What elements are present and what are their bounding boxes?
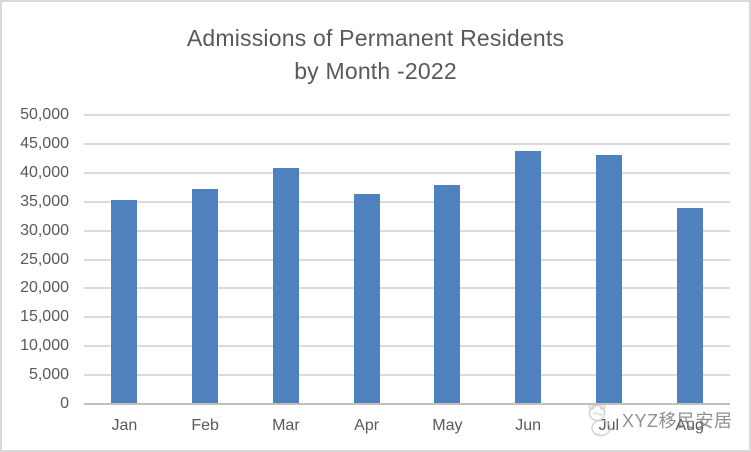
bar-jul bbox=[595, 154, 622, 404]
watermark-text: XYZ移民安居 bbox=[622, 411, 733, 431]
watermark: XYZ移民安居 bbox=[585, 402, 733, 438]
y-tick-label: 50,000 bbox=[20, 106, 69, 123]
chart-title: Admissions of Permanent Residents by Mon… bbox=[2, 22, 749, 88]
gridline bbox=[84, 316, 730, 319]
y-tick-label: 5,000 bbox=[28, 366, 69, 384]
y-tick-label: 15,000 bbox=[20, 308, 69, 326]
mascot-logo-icon bbox=[588, 404, 611, 437]
y-tick-label: 0 bbox=[60, 395, 69, 412]
gridline bbox=[84, 229, 730, 232]
plot-area bbox=[84, 114, 730, 405]
gridline bbox=[84, 258, 730, 261]
gridline bbox=[84, 287, 730, 290]
bar-apr bbox=[353, 193, 380, 404]
gridline bbox=[84, 171, 730, 174]
x-tick-label-aug: Aug bbox=[675, 417, 704, 434]
bar-aug bbox=[676, 208, 703, 404]
x-tick-label-feb: Feb bbox=[191, 417, 219, 434]
gridline bbox=[84, 142, 730, 145]
x-tick-label-jun: Jun bbox=[515, 417, 542, 434]
chart-title-line1: Admissions of Permanent Residents bbox=[186, 25, 565, 51]
y-tick-label: 30,000 bbox=[20, 221, 69, 239]
y-tick-label: 35,000 bbox=[20, 192, 69, 210]
x-tick-label-mar: Mar bbox=[272, 417, 300, 434]
y-tick-label: 40,000 bbox=[20, 163, 69, 181]
bar-mar bbox=[272, 168, 299, 404]
x-tick-label-apr: Apr bbox=[354, 417, 380, 434]
gridline bbox=[84, 114, 730, 116]
bar-jan bbox=[111, 199, 138, 404]
bar-may bbox=[434, 184, 461, 404]
y-tick-label: 20,000 bbox=[20, 279, 69, 297]
gridline bbox=[84, 374, 730, 377]
x-tick-label-may: May bbox=[432, 417, 463, 434]
gridline bbox=[84, 345, 730, 348]
y-tick-label: 45,000 bbox=[20, 134, 69, 152]
chart-title-line2: by Month -2022 bbox=[294, 58, 457, 84]
gridline bbox=[84, 200, 730, 203]
bar-jun bbox=[515, 150, 542, 404]
y-tick-label: 10,000 bbox=[20, 337, 69, 355]
bar-feb bbox=[192, 188, 219, 404]
x-tick-label-jan: Jan bbox=[111, 417, 138, 434]
x-axis-line bbox=[84, 403, 730, 405]
y-tick-label: 25,000 bbox=[20, 250, 69, 268]
